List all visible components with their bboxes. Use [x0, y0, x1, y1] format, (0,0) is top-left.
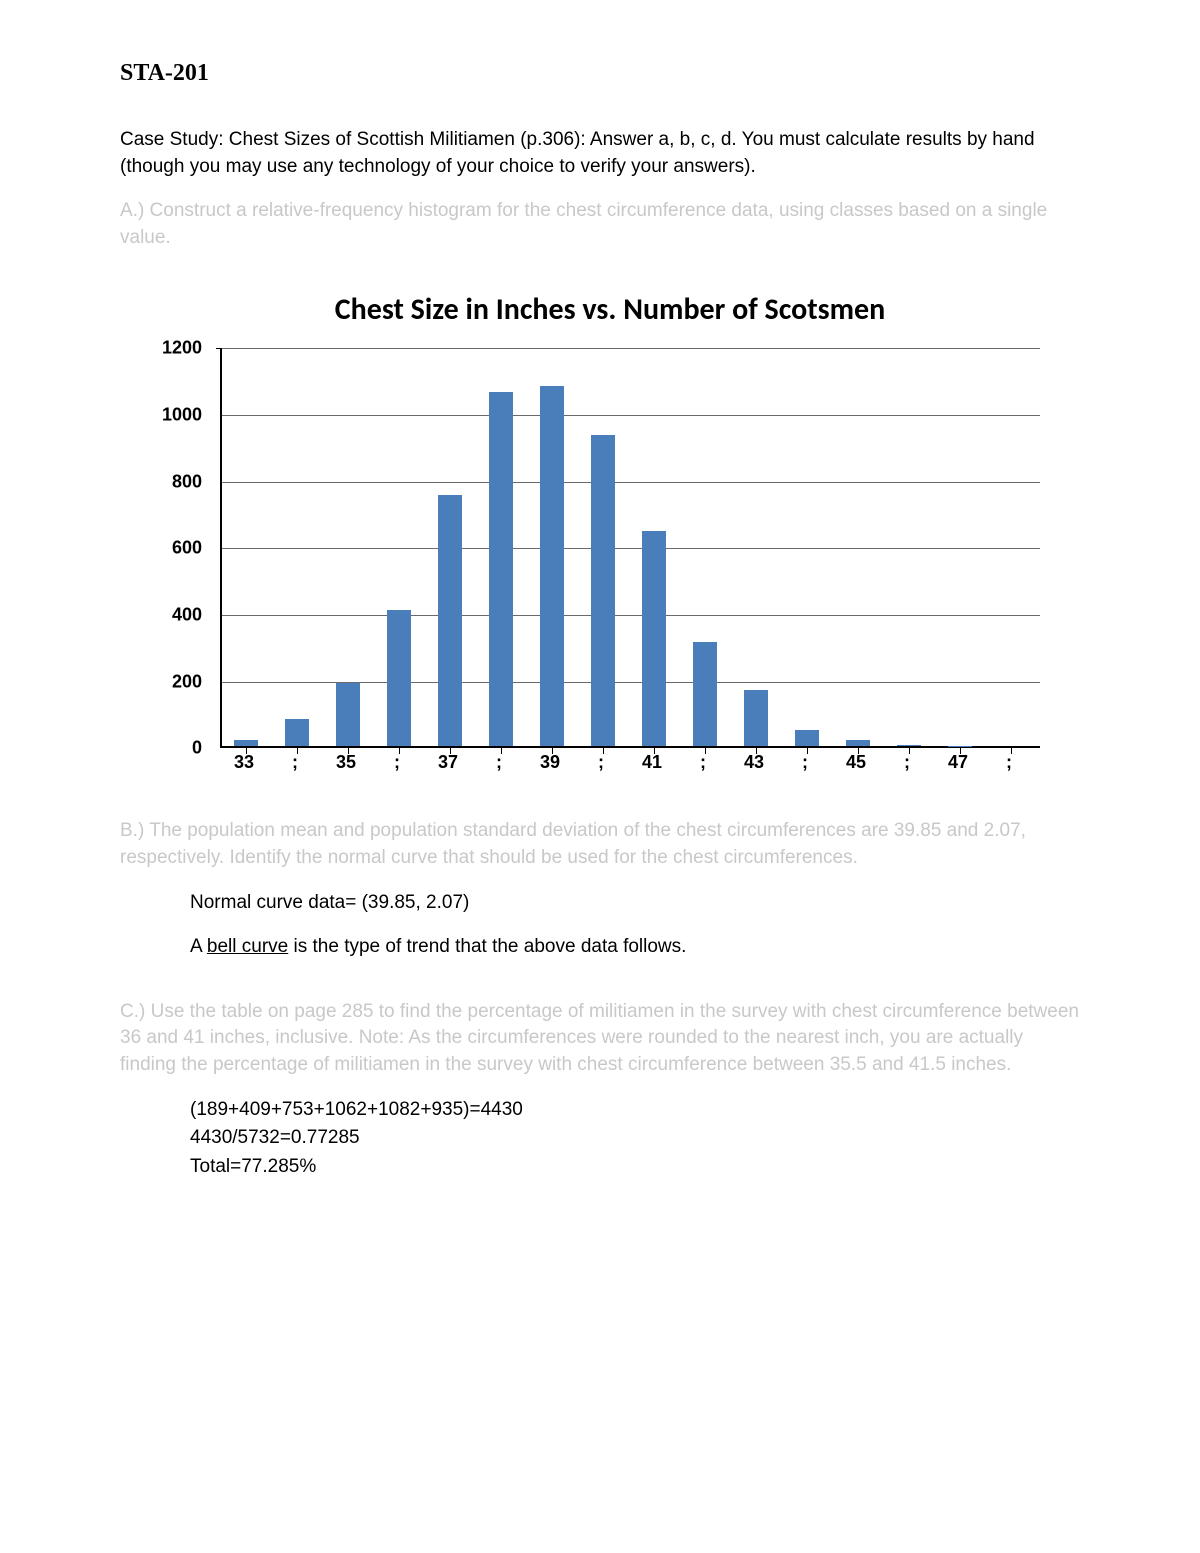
chart-area: 020040060080010001200 33;35;37;39;41;43;… — [140, 348, 1060, 778]
answer-b-l2a: A — [190, 936, 207, 957]
answer-c-line2: 4430/5732=0.77285 — [120, 1125, 1080, 1152]
chart-title: Chest Size in Inches vs. Number of Scots… — [140, 291, 1080, 328]
question-a: A.) Construct a relative-frequency histo… — [120, 198, 1080, 251]
question-b: B.) The population mean and population s… — [120, 818, 1080, 871]
intro-text: Case Study: Chest Sizes of Scottish Mili… — [120, 127, 1080, 180]
answer-b-line1: Normal curve data= (39.85, 2.07) — [120, 890, 1080, 917]
answer-b-l2b: is the type of trend that the above data… — [288, 936, 686, 957]
y-axis-labels: 020040060080010001200 — [140, 348, 210, 748]
answer-b-line2: A bell curve is the type of trend that t… — [120, 934, 1080, 961]
answer-c-line3: Total=77.285% — [120, 1154, 1080, 1181]
histogram-chart: Chest Size in Inches vs. Number of Scots… — [140, 291, 1080, 778]
question-c: C.) Use the table on page 285 to find th… — [120, 999, 1080, 1079]
page-title: STA-201 — [120, 60, 1080, 87]
answer-b-l2u: bell curve — [207, 936, 288, 957]
chart-plot — [220, 348, 1040, 748]
answer-c-line1: (189+409+753+1062+1082+935)=4430 — [120, 1097, 1080, 1124]
